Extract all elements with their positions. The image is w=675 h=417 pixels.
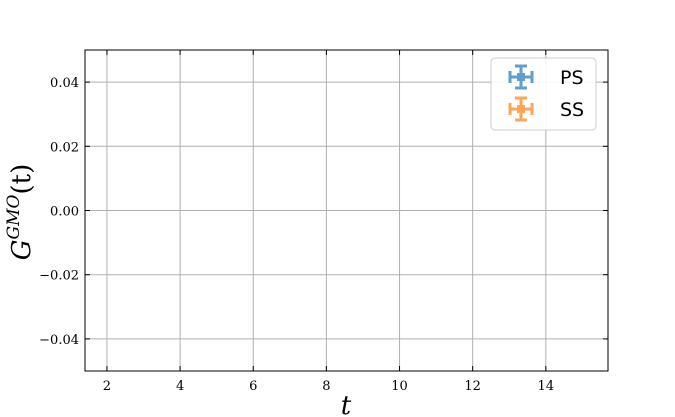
- legend-marker-square: [517, 73, 525, 81]
- legend: PS SS: [490, 57, 597, 131]
- y-tick-label: 0.00: [50, 205, 79, 220]
- legend-label-ps: PS: [560, 67, 584, 89]
- svg-text:GGMO(t): GGMO(t): [4, 164, 37, 260]
- x-tick-label: 10: [391, 379, 408, 394]
- y-tick-label: −0.02: [39, 269, 79, 284]
- x-tick-label: 8: [322, 379, 330, 394]
- plot-frame: [84, 49, 609, 372]
- y-tick-label: 0.04: [50, 76, 79, 91]
- legend-marker-ps: [508, 64, 534, 90]
- y-axis-label-superscript: GMO: [4, 194, 24, 239]
- x-axis-label: t: [341, 391, 352, 417]
- x-tick-label: 12: [464, 379, 481, 394]
- y-tick-label: 0.02: [50, 140, 79, 155]
- x-tick-label: 4: [176, 379, 184, 394]
- y-axis-label-base: G: [7, 239, 37, 260]
- x-tick-label: 14: [538, 379, 555, 394]
- ticks: 2 4 6 8 10 12 14 0.04 0.02 0.00 −0.02 −0.04: [39, 50, 608, 394]
- legend-marker-ss: [508, 96, 534, 122]
- x-tick-label: 6: [249, 379, 257, 394]
- grid: [85, 50, 608, 371]
- y-tick-label: −0.04: [39, 333, 79, 348]
- y-axis-label: GGMO(t): [4, 164, 37, 260]
- legend-label-ss: SS: [560, 99, 584, 121]
- x-tick-label: 2: [103, 379, 111, 394]
- legend-marker-square: [517, 105, 525, 113]
- y-axis-label-arg: (t): [7, 164, 37, 195]
